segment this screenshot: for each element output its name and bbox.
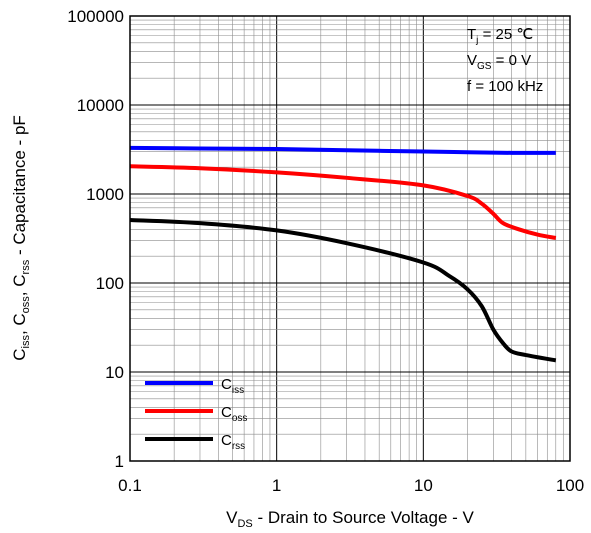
y-tick-label: 10 bbox=[105, 363, 124, 382]
series-lines bbox=[129, 145, 557, 363]
x-tick-label: 10 bbox=[414, 476, 433, 495]
legend: Ciss Coss Crss bbox=[145, 376, 247, 452]
condition-frequency: f = 100 kHz bbox=[467, 78, 543, 95]
series-line-ciss bbox=[129, 145, 556, 155]
y-tick-label: 100000 bbox=[67, 7, 124, 26]
tick-labels: 0.1 1 10 100 1 10 100 1000 10000 100000 bbox=[67, 7, 584, 495]
x-tick-label: 0.1 bbox=[118, 476, 142, 495]
conditions-annotation: Tj = 25 ℃ VGS = 0 V f = 100 kHz bbox=[467, 26, 543, 95]
condition-tj: Tj = 25 ℃ bbox=[467, 26, 533, 46]
y-tick-label: 1000 bbox=[86, 185, 124, 204]
y-axis-label: Ciss, Coss, Crss - Capacitance - pF bbox=[10, 115, 32, 361]
y-tick-label: 10000 bbox=[77, 96, 124, 115]
legend-label-crss: Crss bbox=[221, 432, 245, 452]
condition-vgs: VGS = 0 V bbox=[467, 52, 531, 72]
legend-label-coss: Coss bbox=[221, 404, 247, 424]
x-axis-label: VDS - Drain to Source Voltage - V bbox=[226, 508, 474, 530]
series-line-crss bbox=[129, 218, 557, 363]
x-tick-label: 100 bbox=[556, 476, 584, 495]
x-tick-label: 1 bbox=[272, 476, 281, 495]
legend-label-ciss: Ciss bbox=[221, 376, 244, 396]
series-line-coss bbox=[129, 164, 557, 241]
y-tick-label: 1 bbox=[115, 452, 124, 471]
y-tick-label: 100 bbox=[96, 274, 124, 293]
plot-frame bbox=[129, 15, 571, 462]
